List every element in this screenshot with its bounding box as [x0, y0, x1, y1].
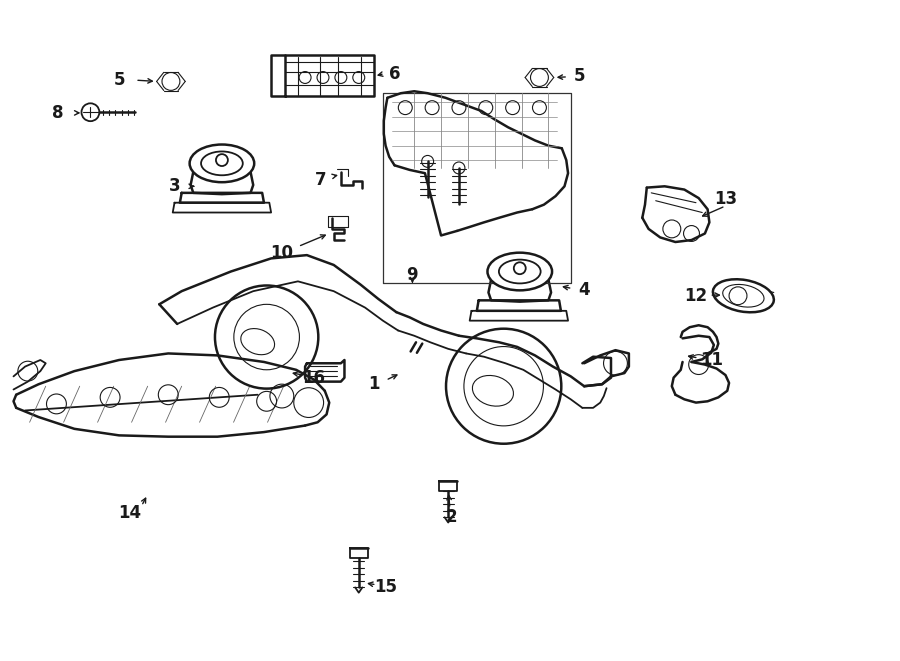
Text: 11: 11	[700, 351, 724, 369]
Text: 5: 5	[574, 67, 585, 85]
Text: 3: 3	[168, 177, 180, 195]
Text: 7: 7	[314, 171, 326, 189]
Text: 6: 6	[389, 65, 400, 83]
Text: 5: 5	[113, 71, 125, 89]
Text: 10: 10	[270, 244, 293, 262]
Ellipse shape	[488, 253, 552, 290]
Text: 16: 16	[302, 369, 326, 387]
Text: 2: 2	[446, 508, 457, 526]
Ellipse shape	[713, 279, 774, 312]
Text: 8: 8	[52, 104, 64, 122]
Text: 15: 15	[374, 578, 397, 596]
Text: 14: 14	[118, 504, 141, 522]
Text: 9: 9	[407, 266, 418, 284]
Text: 12: 12	[684, 288, 707, 305]
Text: 13: 13	[714, 190, 737, 208]
Text: 1: 1	[368, 375, 380, 393]
Text: 4: 4	[579, 281, 590, 299]
Ellipse shape	[190, 145, 254, 182]
